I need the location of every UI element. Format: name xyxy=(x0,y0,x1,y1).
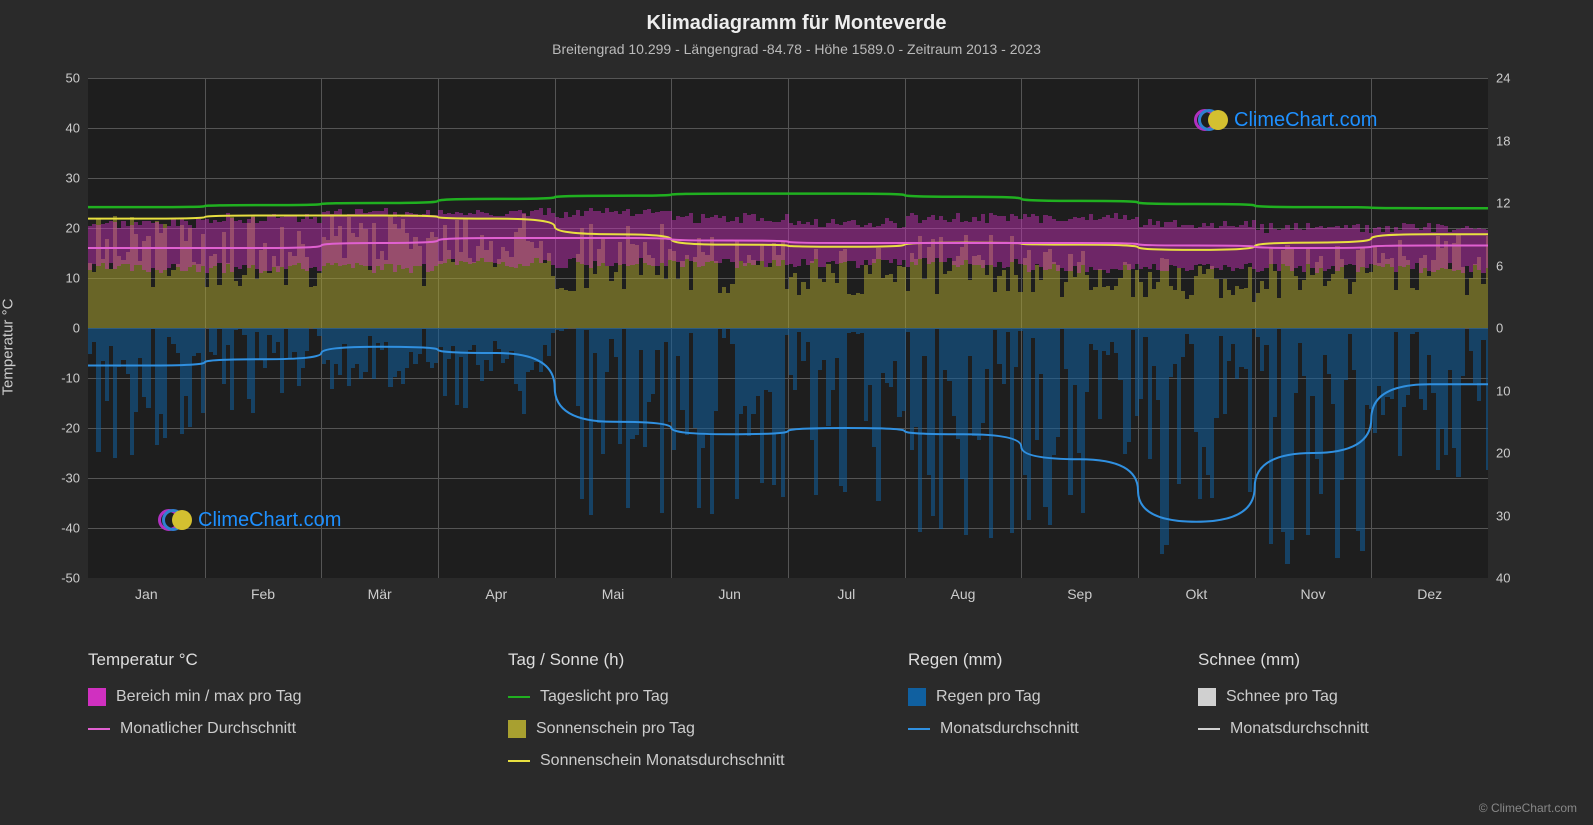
copyright: © ClimeChart.com xyxy=(1479,801,1577,815)
legend-item: Sonnenschein Monatsdurchschnitt xyxy=(508,752,908,770)
plot-area: ClimeChart.comClimeChart.com xyxy=(88,78,1488,578)
legend-item: Tageslicht pro Tag xyxy=(508,688,908,706)
x-tick: Aug xyxy=(951,586,976,602)
y-tick-right-hours: 0 xyxy=(1496,321,1503,336)
y-tick-left: 20 xyxy=(66,221,80,236)
y-tick-left: -20 xyxy=(61,421,80,436)
legend-column: Regen (mm) Regen pro Tag Monatsdurchschnit… xyxy=(908,650,1198,770)
legend-label: Sonnenschein pro Tag xyxy=(536,720,695,738)
legend-swatch xyxy=(508,696,530,698)
chart-subtitle: Breitengrad 10.299 - Längengrad -84.78 -… xyxy=(0,35,1593,57)
y-tick-left: -30 xyxy=(61,471,80,486)
plot-container: Temperatur °C -50-40-30-20-1001020304050… xyxy=(28,62,1568,632)
legend: Temperatur °C Bereich min / max pro Tag Mo… xyxy=(88,650,1508,770)
y-tick-right-mm: 30 xyxy=(1496,508,1510,523)
legend-header: Temperatur °C xyxy=(88,650,508,670)
legend-label: Sonnenschein Monatsdurchschnitt xyxy=(540,752,785,770)
legend-item: Monatsdurchschnitt xyxy=(908,720,1198,738)
x-tick: Mär xyxy=(368,586,392,602)
legend-label: Bereich min / max pro Tag xyxy=(116,688,302,706)
legend-item: Monatlicher Durchschnitt xyxy=(88,720,508,738)
legend-label: Regen pro Tag xyxy=(936,688,1041,706)
legend-label: Tageslicht pro Tag xyxy=(540,688,669,706)
y-tick-right-mm: 20 xyxy=(1496,446,1510,461)
x-tick: Jun xyxy=(718,586,741,602)
y-tick-left: -10 xyxy=(61,371,80,386)
x-tick: Dez xyxy=(1417,586,1442,602)
x-tick: Jan xyxy=(135,586,158,602)
legend-header: Regen (mm) xyxy=(908,650,1198,670)
y-axis-right: 0612182410203040 xyxy=(1490,78,1568,578)
x-tick: Jul xyxy=(837,586,855,602)
legend-header: Tag / Sonne (h) xyxy=(508,650,908,670)
legend-swatch xyxy=(88,688,106,706)
y-tick-right-mm: 10 xyxy=(1496,383,1510,398)
legend-label: Monatsdurchschnitt xyxy=(940,720,1079,738)
legend-label: Monatsdurchschnitt xyxy=(1230,720,1369,738)
legend-column: Temperatur °C Bereich min / max pro Tag Mo… xyxy=(88,650,508,770)
y-axis-left-label: Temperatur °C xyxy=(0,299,17,396)
legend-item: Regen pro Tag xyxy=(908,688,1198,706)
legend-swatch xyxy=(508,760,530,762)
x-axis: Jan Feb Mär Apr Mai Jun Jul Aug Sep Okt Nov Dez xyxy=(88,582,1488,612)
y-tick-left: 40 xyxy=(66,121,80,136)
x-tick: Sep xyxy=(1067,586,1092,602)
legend-item: Schnee pro Tag xyxy=(1198,688,1488,706)
legend-label: Monatlicher Durchschnitt xyxy=(120,720,296,738)
x-tick: Nov xyxy=(1301,586,1326,602)
legend-swatch xyxy=(1198,728,1220,730)
legend-header: Schnee (mm) xyxy=(1198,650,1488,670)
legend-swatch xyxy=(908,728,930,730)
y-tick-left: 10 xyxy=(66,271,80,286)
x-tick: Apr xyxy=(485,586,507,602)
x-tick: Mai xyxy=(602,586,625,602)
legend-item: Bereich min / max pro Tag xyxy=(88,688,508,706)
legend-label: Schnee pro Tag xyxy=(1226,688,1338,706)
legend-item: Sonnenschein pro Tag xyxy=(508,720,908,738)
x-tick: Feb xyxy=(251,586,275,602)
y-tick-left: 50 xyxy=(66,71,80,86)
legend-column: Tag / Sonne (h) Tageslicht pro Tag Sonnens… xyxy=(508,650,908,770)
legend-swatch xyxy=(508,720,526,738)
y-tick-left: 0 xyxy=(73,321,80,336)
y-tick-right-hours: 12 xyxy=(1496,196,1510,211)
y-tick-left: 30 xyxy=(66,171,80,186)
y-tick-right-mm: 40 xyxy=(1496,571,1510,586)
legend-item: Monatsdurchschnitt xyxy=(1198,720,1488,738)
y-tick-left: -50 xyxy=(61,571,80,586)
y-axis-left: -50-40-30-20-1001020304050 xyxy=(28,78,86,578)
bars xyxy=(88,78,1488,578)
legend-swatch xyxy=(1198,688,1216,706)
legend-column: Schnee (mm) Schnee pro Tag Monatsdurchschn… xyxy=(1198,650,1488,770)
chart-title: Klimadiagramm für Monteverde xyxy=(0,0,1593,35)
y-tick-right-hours: 18 xyxy=(1496,133,1510,148)
y-tick-right-hours: 24 xyxy=(1496,71,1510,86)
y-tick-left: -40 xyxy=(61,521,80,536)
y-tick-right-hours: 6 xyxy=(1496,258,1503,273)
x-tick: Okt xyxy=(1185,586,1207,602)
legend-swatch xyxy=(908,688,926,706)
legend-swatch xyxy=(88,728,110,730)
